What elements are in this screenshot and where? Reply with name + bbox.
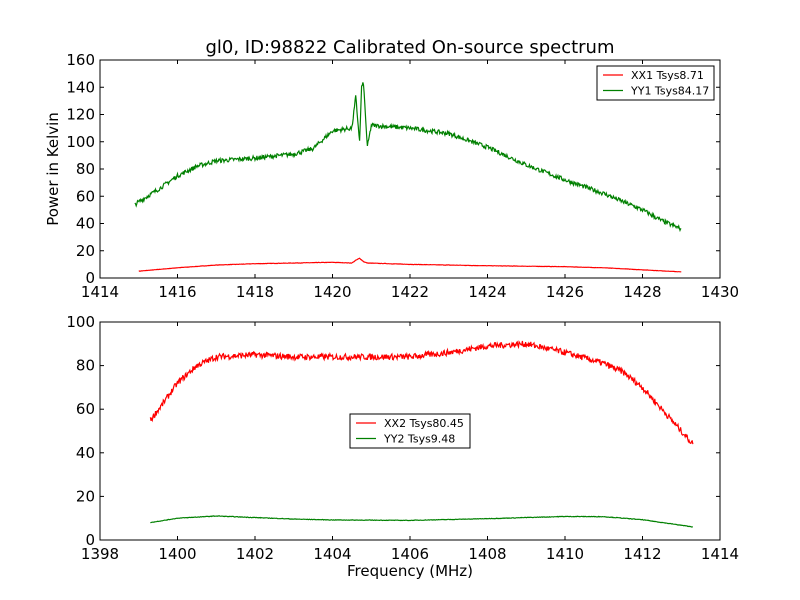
- y-tick-label: 20: [76, 242, 95, 260]
- y-tick-label: 60: [76, 187, 95, 205]
- y-tick-label: 80: [76, 160, 95, 178]
- legend-label: XX2 Tsys80.45: [384, 417, 464, 430]
- chart-title: gl0, ID:98822 Calibrated On-source spect…: [205, 37, 614, 58]
- y-tick-label: 0: [85, 269, 95, 287]
- series-line-yy1: [134, 82, 682, 233]
- top-axes: 1414 1416 1418 1420 1422 1424 1426 1428 1430 0 20 4…: [66, 51, 739, 301]
- x-tick-label: 1412: [623, 545, 661, 563]
- y-tick-label: 80: [76, 357, 95, 375]
- x-tick-label: 1416: [158, 283, 196, 301]
- y-tick-label: 40: [76, 215, 95, 233]
- x-tick-label: 1398: [81, 545, 119, 563]
- y-tick-label: 120: [66, 106, 95, 124]
- legend: XX2 Tsys80.45 YY2 Tsys9.48: [349, 413, 471, 449]
- legend-box: [596, 65, 715, 101]
- bottom-axes: 1398 1400 1402 1404 1406 1408 1410 1412 1414 0 20 4…: [66, 313, 739, 563]
- y-tick-label: 100: [66, 133, 95, 151]
- legend-box: [349, 413, 471, 449]
- y-tick-label: 20: [76, 487, 95, 505]
- x-tick-label: 1426: [546, 283, 584, 301]
- x-tick-label: 1430: [701, 283, 739, 301]
- x-tick-label: 1428: [623, 283, 661, 301]
- series-line-yy2: [150, 515, 693, 528]
- y-tick-label: 60: [76, 400, 95, 418]
- legend-label: YY1 Tsys84.17: [630, 85, 709, 98]
- x-tick-label: 1406: [391, 545, 429, 563]
- x-axis-label: Frequency (MHz): [347, 562, 473, 580]
- series-line-xx1: [138, 257, 682, 273]
- x-tick-label: 1418: [236, 283, 274, 301]
- x-tick-label: 1420: [313, 283, 351, 301]
- x-tick-label: 1400: [158, 545, 196, 563]
- x-tick-label: 1422: [391, 283, 429, 301]
- y-axis-label: Power in Kelvin: [44, 112, 62, 226]
- x-tick-label: 1424: [468, 283, 506, 301]
- x-tick-label: 1410: [546, 545, 584, 563]
- legend-label: XX1 Tsys8.71: [631, 69, 704, 82]
- y-tick-label: 140: [66, 78, 95, 96]
- y-tick-label: 160: [66, 51, 95, 69]
- y-tick-label: 0: [85, 531, 95, 549]
- x-tick-label: 1414: [81, 283, 119, 301]
- x-tick-label: 1414: [701, 545, 739, 563]
- series-line-xx2: [149, 340, 694, 445]
- x-tick-label: 1402: [236, 545, 274, 563]
- legend-label: YY2 Tsys9.48: [383, 433, 455, 446]
- x-tick-label: 1404: [313, 545, 351, 563]
- y-tick-label: 100: [66, 313, 95, 331]
- x-tick-label: 1408: [468, 545, 506, 563]
- legend: XX1 Tsys8.71 YY1 Tsys84.17: [596, 65, 715, 101]
- y-tick-label: 40: [76, 444, 95, 462]
